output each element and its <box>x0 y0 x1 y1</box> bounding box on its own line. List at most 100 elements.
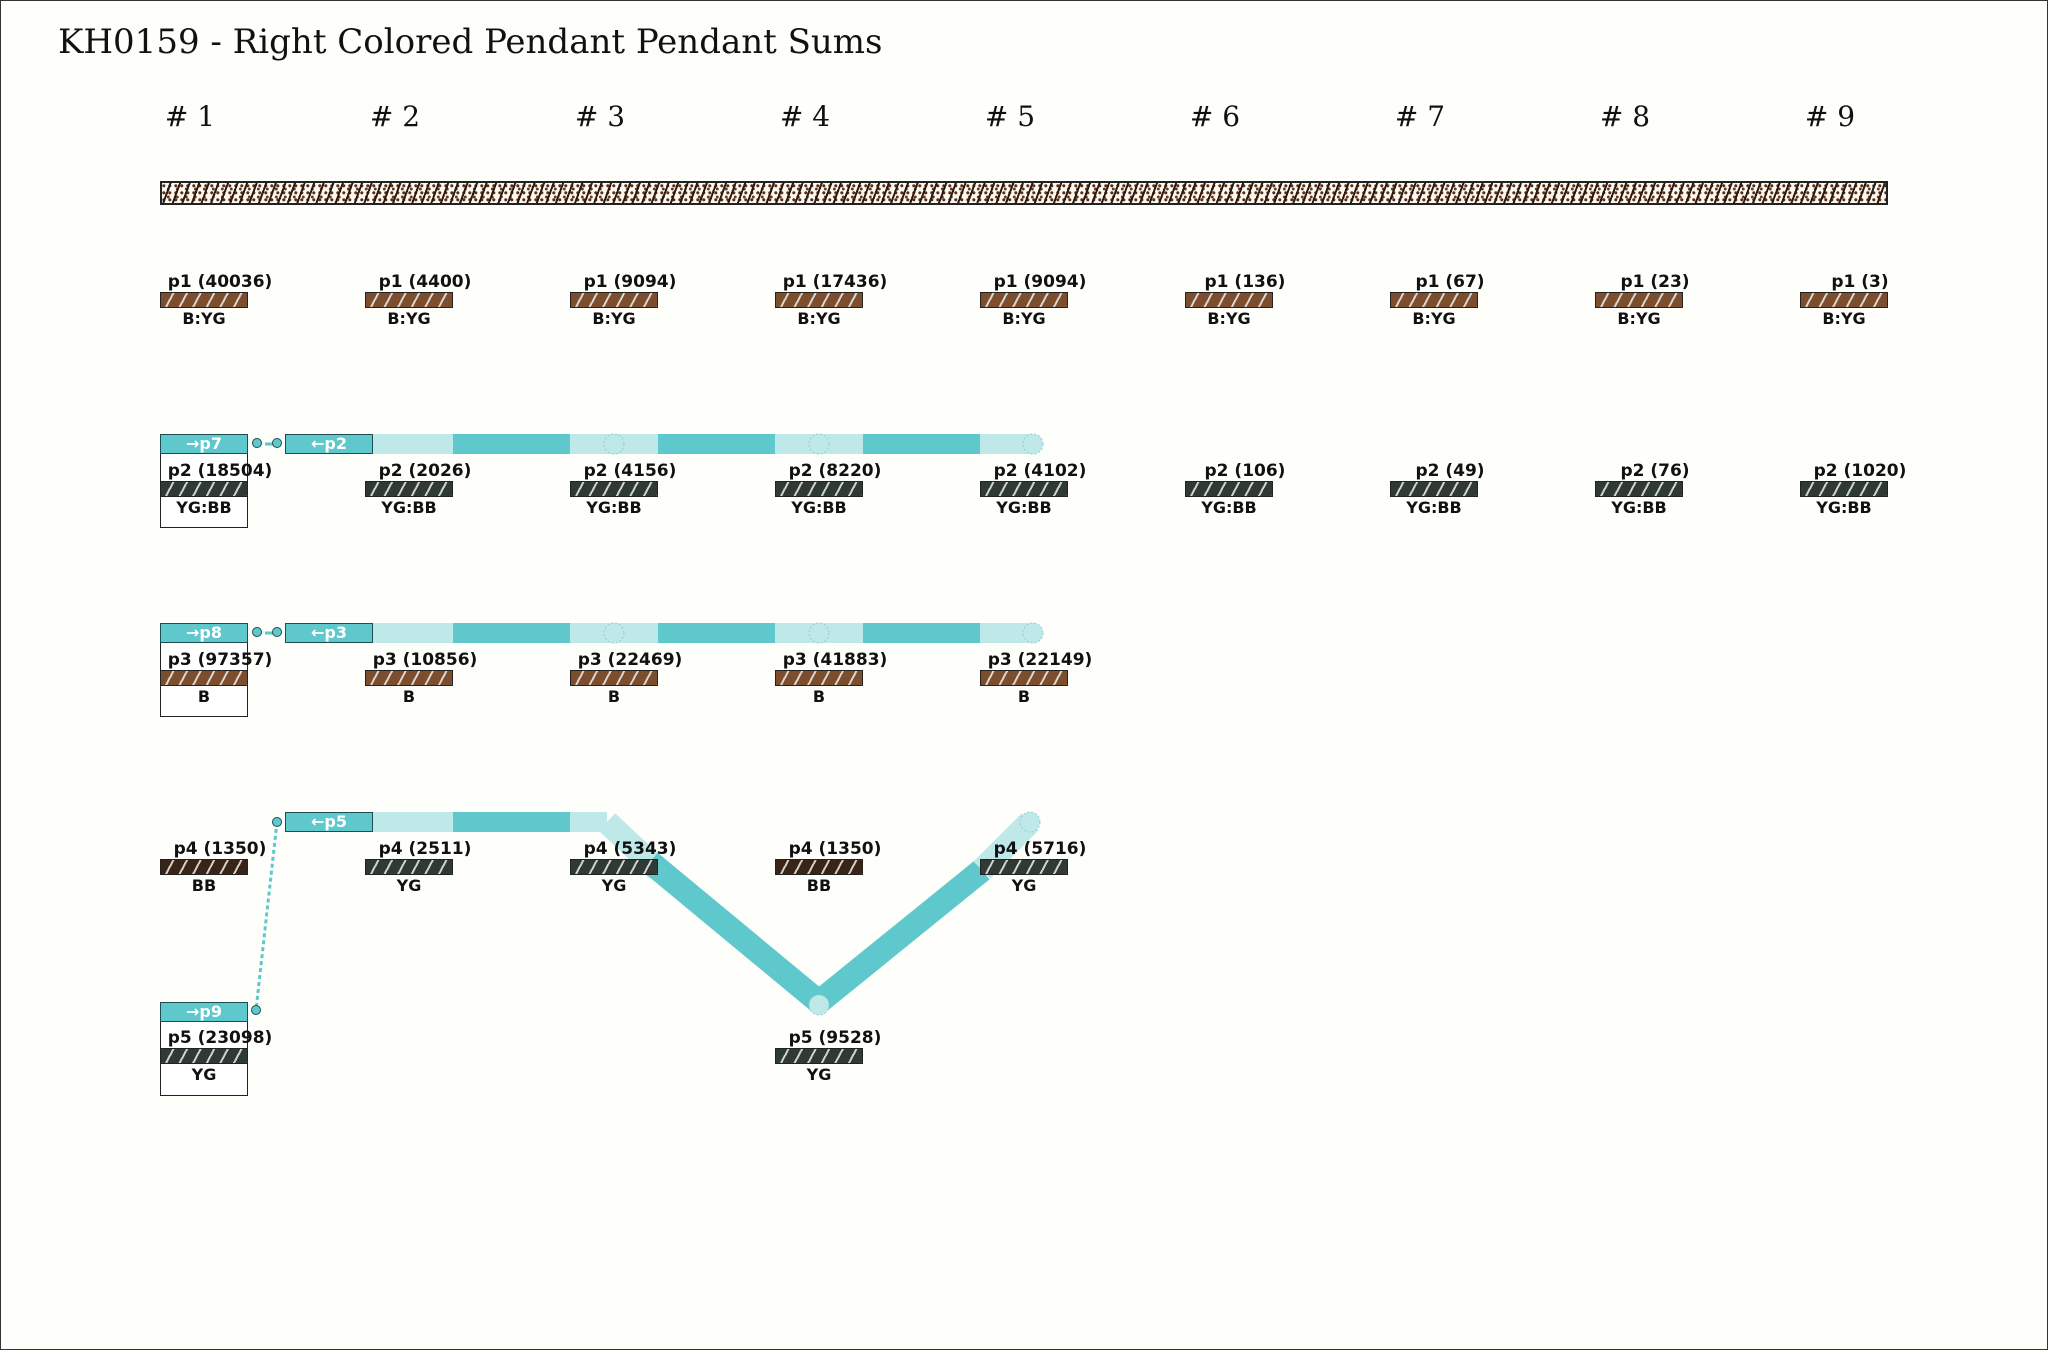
cord-number-7: # 7 <box>1394 100 1446 133</box>
pendant-color: B:YG <box>1002 309 1046 328</box>
pendant-color: BB <box>191 876 217 895</box>
pendant-knots <box>160 859 248 875</box>
pendant-label: p2 (49) <box>1415 461 1485 481</box>
primary-cord <box>160 181 1888 205</box>
cord-number-2: # 2 <box>369 100 421 133</box>
pendant-label: p1 (67) <box>1415 272 1485 292</box>
pendant-label: p2 (4156) <box>583 461 677 481</box>
pendant-label: p1 (9094) <box>583 272 677 292</box>
pendant-color: B:YG <box>592 309 636 328</box>
pendant-knots <box>570 859 658 875</box>
pendant-knots <box>775 670 863 686</box>
pendant-color: YG:BB <box>791 498 847 517</box>
pendant-label: p2 (18504) <box>167 461 273 481</box>
sum-tag-p8: →p8 <box>160 623 248 643</box>
link-node <box>252 438 262 448</box>
pendant-knots <box>1390 292 1478 308</box>
pendant-knots <box>1800 481 1888 497</box>
link-node <box>272 438 282 448</box>
pendant-knots <box>365 481 453 497</box>
cord-number-5: # 5 <box>984 100 1036 133</box>
cord-number-3: # 3 <box>574 100 626 133</box>
sum-link-band-p3-end <box>1022 622 1044 644</box>
cord-number-1: # 1 <box>164 100 216 133</box>
pendant-label: p4 (2511) <box>378 839 472 859</box>
pendant-knots <box>775 1048 863 1064</box>
pendant-color: YG:BB <box>996 498 1052 517</box>
pendant-color: B:YG <box>1617 309 1661 328</box>
pendant-knots <box>160 292 248 308</box>
pendant-label: p3 (10856) <box>372 650 478 670</box>
pendant-color: YG <box>396 876 422 895</box>
pendant-knots <box>980 859 1068 875</box>
group-tag-p5: ←p5 <box>285 812 373 832</box>
pendant-color: B <box>812 687 826 706</box>
pendant-color: YG <box>806 1065 832 1084</box>
pendant-label: p1 (23) <box>1620 272 1690 292</box>
pendant-knots <box>365 859 453 875</box>
pendant-knots <box>570 670 658 686</box>
pendant-label: p4 (1350) <box>788 839 882 859</box>
pendant-label: p4 (1350) <box>173 839 267 859</box>
pendant-color: YG:BB <box>1201 498 1257 517</box>
pendant-color: B:YG <box>387 309 431 328</box>
pendant-knots <box>1185 292 1273 308</box>
sum-link-band-p4-end <box>1019 811 1041 833</box>
pendant-knots <box>160 670 248 686</box>
pendant-label: p2 (106) <box>1204 461 1286 481</box>
link-node <box>272 817 282 827</box>
pendant-label: p1 (17436) <box>782 272 888 292</box>
pendant-label: p3 (41883) <box>782 650 888 670</box>
pendant-knots <box>1800 292 1888 308</box>
sum-link-band-p2-joint <box>808 433 830 455</box>
pendant-knots <box>365 292 453 308</box>
pendant-knots <box>1390 481 1478 497</box>
pendant-label: p1 (9094) <box>993 272 1087 292</box>
sum-tag-p7: →p7 <box>160 434 248 454</box>
group-tag-p3: ←p3 <box>285 623 373 643</box>
pendant-label: p3 (22149) <box>987 650 1093 670</box>
pendant-knots <box>570 481 658 497</box>
pendant-knots <box>980 481 1068 497</box>
pendant-color: B <box>607 687 621 706</box>
pendant-knots <box>160 481 248 497</box>
sum-link-band-p2-joint <box>603 433 625 455</box>
pendant-color: B:YG <box>1822 309 1866 328</box>
sum-tag-p9: →p9 <box>160 1002 248 1022</box>
pendant-label: p2 (8220) <box>788 461 882 481</box>
sum-link-diagonal <box>642 852 827 1012</box>
pendant-knots <box>1595 292 1683 308</box>
pendant-knots <box>775 292 863 308</box>
pendant-color: BB <box>806 876 832 895</box>
pendant-color: YG:BB <box>1816 498 1872 517</box>
pendant-color: B <box>197 687 211 706</box>
pendant-knots <box>160 1048 248 1064</box>
pendant-knots <box>365 670 453 686</box>
pendant-label: p3 (97357) <box>167 650 273 670</box>
pendant-color: B <box>402 687 416 706</box>
link-node <box>252 627 262 637</box>
sum-link-band-p3-joint <box>603 622 625 644</box>
pendant-label: p1 (136) <box>1204 272 1286 292</box>
cord-number-6: # 6 <box>1189 100 1241 133</box>
sum-link-joint <box>808 994 830 1016</box>
group-tag-p2: ←p2 <box>285 434 373 454</box>
pendant-color: YG <box>601 876 627 895</box>
cord-number-8: # 8 <box>1599 100 1651 133</box>
pendant-label: p2 (4102) <box>993 461 1087 481</box>
pendant-color: B:YG <box>1207 309 1251 328</box>
pendant-knots <box>980 292 1068 308</box>
pendant-knots <box>980 670 1068 686</box>
pendant-color: YG <box>191 1065 217 1084</box>
sum-link-band-p3-joint <box>808 622 830 644</box>
pendant-knots <box>570 292 658 308</box>
pendant-knots <box>775 481 863 497</box>
link-node <box>251 1005 261 1015</box>
pendant-color: YG <box>1011 876 1037 895</box>
pendant-knots <box>775 859 863 875</box>
pendant-label: p1 (4400) <box>378 272 472 292</box>
pendant-label: p2 (76) <box>1620 461 1690 481</box>
pendant-label: p1 (40036) <box>167 272 273 292</box>
pendant-label: p5 (9528) <box>788 1028 882 1048</box>
